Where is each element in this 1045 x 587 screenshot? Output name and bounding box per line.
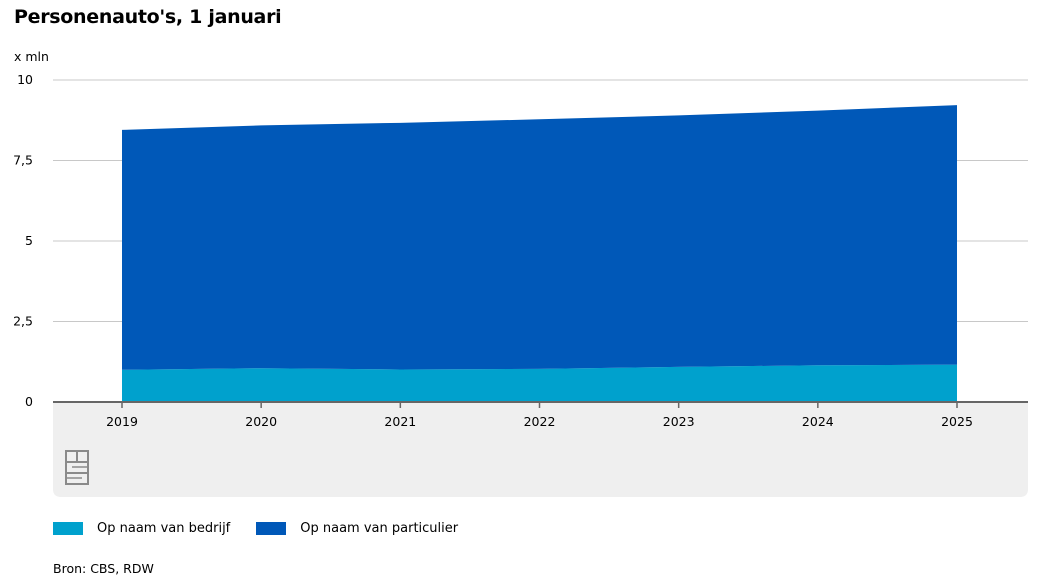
y-tick-label: 2,5 xyxy=(13,314,33,329)
x-tick-label: 2023 xyxy=(663,414,695,429)
y-tick-label: 7,5 xyxy=(13,153,33,168)
y-tick-label: 10 xyxy=(17,72,33,87)
chart-title: Personenauto's, 1 januari xyxy=(14,6,282,28)
legend-swatch-bedrijf xyxy=(53,522,83,535)
x-tick-label: 2024 xyxy=(802,414,834,429)
x-tick-label: 2022 xyxy=(524,414,556,429)
x-tick-label: 2025 xyxy=(941,414,973,429)
x-axis-panel xyxy=(53,402,1028,497)
x-tick-label: 2021 xyxy=(384,414,416,429)
x-tick-label: 2019 xyxy=(106,414,138,429)
y-axis-label: x mln xyxy=(14,49,49,64)
series-area-particulier xyxy=(122,105,957,370)
y-tick-label: 5 xyxy=(25,233,33,248)
area-chart: 0 2,5 5 7,5 10 x mln 2019 2020 2021 2022 2023 2024 2… xyxy=(13,49,1028,497)
legend-label-bedrijf: Op naam van bedrijf xyxy=(97,521,231,536)
series-area-bedrijf xyxy=(122,364,957,402)
cbs-logo-icon xyxy=(65,450,89,485)
chart-legend: Op naam van bedrijf Op naam van particul… xyxy=(53,521,484,536)
x-tick-label: 2020 xyxy=(245,414,277,429)
source-note: Bron: CBS, RDW xyxy=(53,561,154,576)
legend-item-particulier: Op naam van particulier xyxy=(256,521,458,536)
legend-item-bedrijf: Op naam van bedrijf xyxy=(53,521,230,536)
y-tick-label: 0 xyxy=(25,394,33,409)
legend-swatch-particulier xyxy=(256,522,287,535)
legend-label-particulier: Op naam van particulier xyxy=(300,521,459,536)
